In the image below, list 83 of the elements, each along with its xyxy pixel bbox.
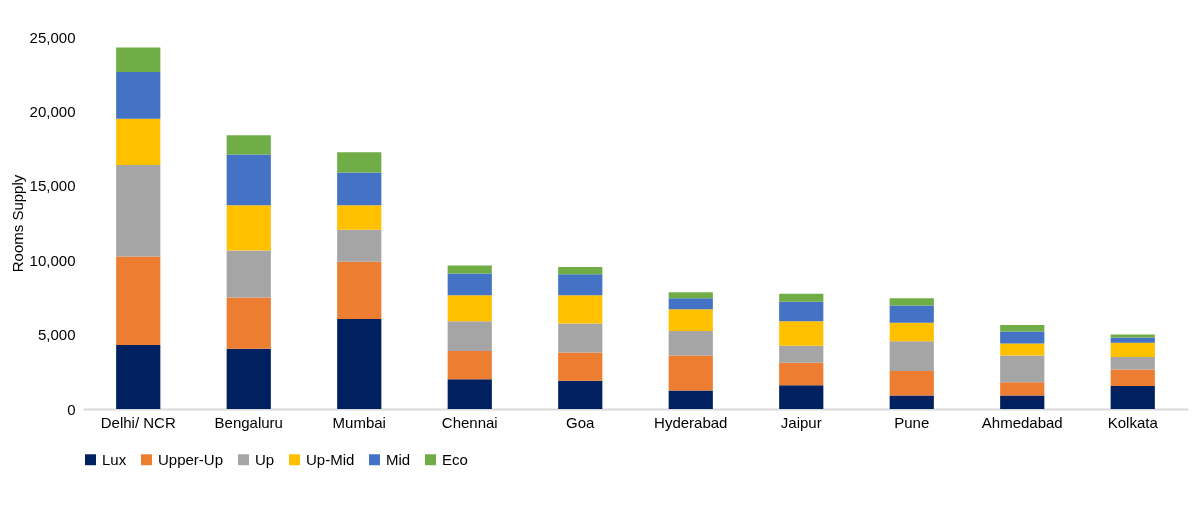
bar: [1000, 324, 1045, 332]
bar: [447, 265, 492, 274]
legend-label: Up: [255, 450, 275, 468]
bar: [668, 355, 713, 391]
bar: [447, 273, 492, 296]
bar: [337, 261, 382, 319]
bar: [668, 309, 713, 331]
bar: [668, 330, 713, 356]
bar: [558, 323, 603, 353]
bar: [337, 205, 382, 230]
y-tick-label: 5,000: [37, 326, 76, 344]
bar: [668, 390, 713, 409]
bar: [889, 305, 934, 323]
bar: [1110, 334, 1155, 338]
bar: [116, 164, 161, 257]
bar: [668, 298, 713, 310]
bar: [116, 47, 161, 72]
bar: [779, 321, 824, 346]
bar: [779, 362, 824, 386]
legend-label: Up-Mid: [306, 450, 355, 468]
x-tick-label: Goa: [566, 413, 596, 431]
bar: [116, 71, 161, 119]
bar: [1000, 343, 1045, 356]
bar: [447, 379, 492, 409]
x-tick-label: Delhi/ NCR: [100, 413, 176, 431]
bar: [558, 352, 603, 381]
bar: [447, 321, 492, 351]
bar: [1000, 331, 1045, 344]
bar: [779, 385, 824, 409]
bar: [447, 350, 492, 380]
y-tick-label: 20,000: [29, 102, 76, 120]
y-tick-label: 10,000: [29, 251, 76, 269]
bar: [1110, 356, 1155, 370]
legend-label: Lux: [102, 450, 127, 468]
legend-label: Upper-Up: [158, 450, 224, 468]
bar: [226, 297, 271, 349]
bar: [337, 152, 382, 173]
bar: [779, 293, 824, 302]
bar: [889, 395, 934, 409]
bar: [889, 371, 934, 396]
x-tick-label: Ahmedabad: [981, 413, 1063, 431]
bar: [889, 322, 934, 342]
bar: [116, 345, 161, 409]
legend-label: Eco: [442, 450, 468, 468]
bar: [779, 301, 824, 322]
bar: [337, 229, 382, 262]
bar: [337, 318, 382, 409]
bar: [889, 298, 934, 306]
bar: [1110, 369, 1155, 386]
y-tick-label: 0: [67, 400, 76, 418]
y-axis-title: Rooms Supply: [8, 174, 26, 273]
bar: [1000, 382, 1045, 396]
bar: [1000, 395, 1045, 409]
x-tick-label: Hyderabad: [654, 413, 728, 431]
bar: [668, 292, 713, 299]
bar: [116, 256, 161, 346]
bar: [558, 274, 603, 296]
x-tick-label: Chennai: [441, 413, 498, 431]
bar: [779, 345, 824, 363]
bar: [558, 266, 603, 275]
legend-label: Mid: [386, 450, 411, 468]
bar: [226, 250, 271, 298]
bar: [1110, 337, 1155, 343]
x-tick-label: Bengaluru: [214, 413, 283, 431]
bar: [1110, 385, 1155, 409]
bar: [226, 135, 271, 155]
bar: [226, 205, 271, 251]
bar: [337, 172, 382, 206]
bar: [558, 295, 603, 324]
y-tick-label: 15,000: [29, 177, 76, 195]
bar: [1000, 355, 1045, 383]
bar: [447, 295, 492, 322]
bar: [226, 348, 271, 409]
bar: [558, 380, 603, 409]
bar: [226, 154, 271, 206]
y-tick-label: 25,000: [29, 28, 76, 46]
bar: [889, 341, 934, 372]
x-tick-label: Pune: [894, 413, 930, 431]
bar: [116, 118, 161, 165]
x-tick-label: Jaipur: [780, 413, 822, 431]
x-tick-label: Kolkata: [1107, 413, 1159, 431]
x-tick-label: Mumbai: [332, 413, 386, 431]
bar: [1110, 342, 1155, 357]
